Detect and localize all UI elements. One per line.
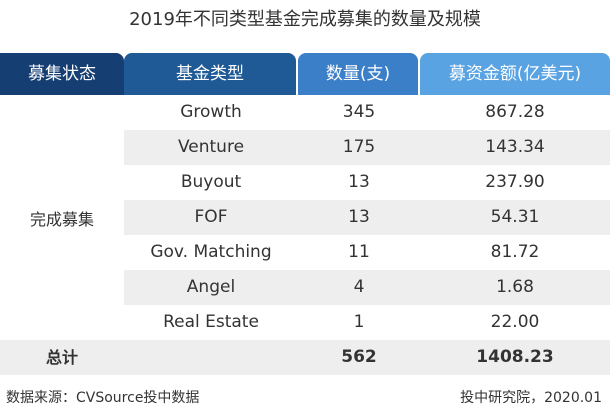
total-row: 总计 562 1408.23 — [0, 340, 610, 375]
publisher-note: 投中研究院，2020.01 — [460, 390, 602, 406]
table-header: 募集状态 基金类型 数量(支) 募资金额(亿美元) — [0, 53, 610, 95]
status-cell: 完成募集 — [29, 209, 94, 229]
table-row: Angel 4 1.68 — [124, 270, 610, 305]
amount-cell: 81.72 — [490, 242, 540, 262]
header-status: 募集状态 — [0, 53, 124, 95]
fund-type-cell: FOF — [194, 207, 228, 227]
header-amount: 募资金额(亿美元) — [420, 53, 610, 95]
amount-cell: 22.00 — [490, 312, 540, 332]
count-cell: 11 — [348, 242, 370, 262]
fund-type-cell: Gov. Matching — [150, 242, 272, 262]
count-cell: 13 — [348, 172, 370, 192]
fund-type-cell: Angel — [186, 277, 236, 297]
table-row: Buyout 13 237.90 — [124, 165, 610, 200]
fund-type-cell: Growth — [180, 102, 242, 122]
page-title: 2019年不同类型基金完成募集的数量及规模 — [129, 9, 481, 30]
count-cell: 175 — [342, 137, 376, 157]
count-cell: 1 — [353, 312, 365, 332]
data-source-note: 数据来源：CVSource投中数据 — [6, 390, 200, 406]
amount-cell: 54.31 — [490, 207, 540, 227]
table-row: FOF 13 54.31 — [124, 200, 610, 235]
fund-type-cell: Real Estate — [163, 312, 259, 332]
amount-cell: 237.90 — [485, 172, 545, 192]
fund-type-cell: Buyout — [180, 172, 242, 192]
count-cell: 13 — [348, 207, 370, 227]
count-cell: 4 — [353, 277, 365, 297]
table-row: Venture 175 143.34 — [124, 130, 610, 165]
fund-type-cell: Venture — [177, 137, 245, 157]
amount-cell: 1.68 — [496, 277, 534, 297]
table-row: Real Estate 1 22.00 — [124, 305, 610, 340]
total-count: 562 — [341, 347, 377, 367]
count-cell: 345 — [342, 102, 376, 122]
amount-cell: 867.28 — [485, 102, 545, 122]
total-label: 总计 — [45, 348, 78, 367]
header-fund-type: 基金类型 — [124, 53, 296, 95]
total-amount: 1408.23 — [476, 347, 554, 367]
amount-cell: 143.34 — [485, 137, 545, 157]
table-row: Growth 345 867.28 — [124, 95, 610, 130]
table-row: Gov. Matching 11 81.72 — [124, 235, 610, 270]
header-count: 数量(支) — [298, 53, 418, 95]
